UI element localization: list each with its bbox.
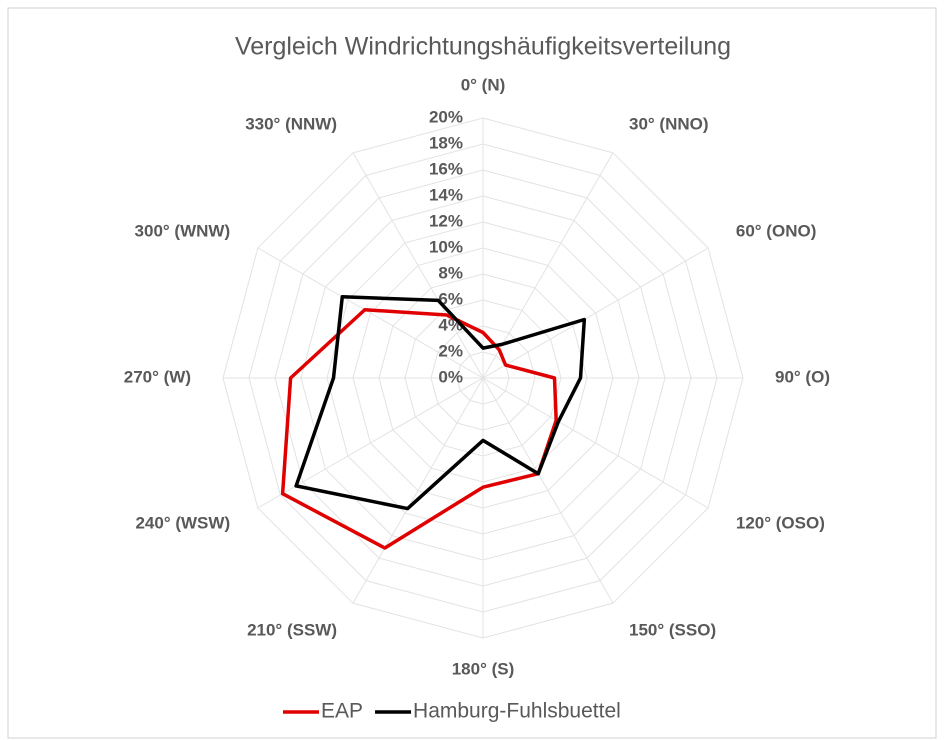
legend-label: EAP [321,700,363,723]
r-tick-label: 16% [429,159,463,178]
category-label: 300° (WNW) [135,221,231,240]
category-label: 240° (WSW) [135,513,230,532]
r-tick-label: 0% [438,367,463,386]
category-label: 330° (NNW) [245,115,337,134]
r-tick-label: 6% [438,289,463,308]
category-label: 90° (O) [775,367,830,386]
series-line [294,295,587,511]
spoke [257,247,484,379]
r-tick-label: 12% [429,211,463,230]
category-label: 270° (W) [124,367,191,386]
r-tick-label: 2% [438,341,463,360]
r-tick-label: 20% [429,107,463,126]
spoke [482,377,709,509]
category-label: 120° (OSO) [736,513,825,532]
spoke [352,152,484,379]
r-tick-label: 18% [429,133,463,152]
spoke [352,377,484,604]
r-tick-label: 10% [429,237,463,256]
chart-title: Vergleich Windrichtungshäufigkeitsvertei… [235,33,731,61]
spoke [482,247,709,379]
category-label: 0° (N) [461,75,506,94]
spoke [482,377,614,604]
category-label: 210° (SSW) [247,620,337,639]
r-tick-label: 14% [429,185,463,204]
spoke [482,152,614,379]
category-label: 60° (ONO) [736,221,816,240]
r-tick-label: 8% [438,263,463,282]
chart-border [7,7,937,739]
legend-label: Hamburg-Fuhlsbuettel [413,700,621,723]
category-label: 180° (S) [452,659,515,678]
category-label: 150° (SSO) [629,620,716,639]
series-line [280,308,558,550]
category-label: 30° (NNO) [629,115,709,134]
